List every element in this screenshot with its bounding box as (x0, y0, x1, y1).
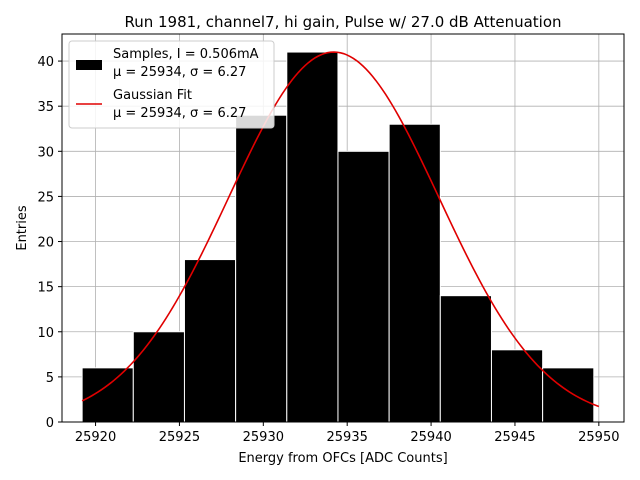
x-tick-label: 25935 (327, 430, 368, 445)
x-tick-label: 25925 (159, 430, 200, 445)
histogram-bars (81, 51, 595, 423)
legend-box (68, 40, 275, 129)
histogram-bar (132, 331, 185, 423)
legend: Samples, I = 0.506mA μ = 25934, σ = 6.27… (68, 40, 275, 129)
legend-samples-label: Samples, I = 0.506mA (113, 47, 259, 62)
histogram-bar (81, 367, 134, 423)
chart-title: Run 1981, channel7, hi gain, Pulse w/ 27… (124, 13, 561, 31)
x-tick-label: 25950 (578, 430, 619, 445)
y-tick-label: 20 (37, 236, 54, 251)
y-axis-ticks: 0 5 10 15 20 25 30 35 40 (37, 55, 62, 431)
x-tick-label: 25920 (75, 430, 116, 445)
y-axis-label: Entries (15, 205, 30, 251)
histogram-bar (439, 295, 492, 423)
histogram-bar (542, 367, 595, 423)
y-tick-label: 5 (46, 371, 54, 386)
y-tick-label: 40 (37, 55, 54, 70)
y-tick-label: 30 (37, 145, 54, 160)
x-axis-ticks: 25920 25925 25930 25935 25940 25945 25950 (75, 422, 620, 445)
histogram-bar (337, 150, 390, 423)
x-tick-label: 25930 (243, 430, 284, 445)
y-tick-label: 0 (46, 416, 54, 431)
gaussian-fit-curve (81, 51, 600, 408)
x-axis-label: Energy from OFCs [ADC Counts] (238, 451, 447, 466)
y-tick-label: 25 (37, 190, 54, 205)
histogram-bar (235, 114, 288, 423)
plot-frame (61, 33, 625, 423)
x-tick-label: 25945 (494, 430, 535, 445)
histogram-bar (286, 51, 339, 423)
x-tick-label: 25940 (410, 430, 451, 445)
histogram-bar (388, 123, 441, 423)
legend-samples-stats: μ = 25934, σ = 6.27 (113, 65, 246, 80)
histogram-bar (183, 259, 237, 423)
y-tick-label: 15 (37, 281, 54, 296)
legend-fit-stats: μ = 25934, σ = 6.27 (113, 106, 246, 121)
y-tick-label: 35 (37, 100, 54, 115)
legend-fit-label: Gaussian Fit (113, 88, 192, 103)
histogram-bar (490, 349, 544, 423)
legend-samples-swatch (76, 60, 102, 70)
y-tick-label: 10 (37, 326, 54, 341)
